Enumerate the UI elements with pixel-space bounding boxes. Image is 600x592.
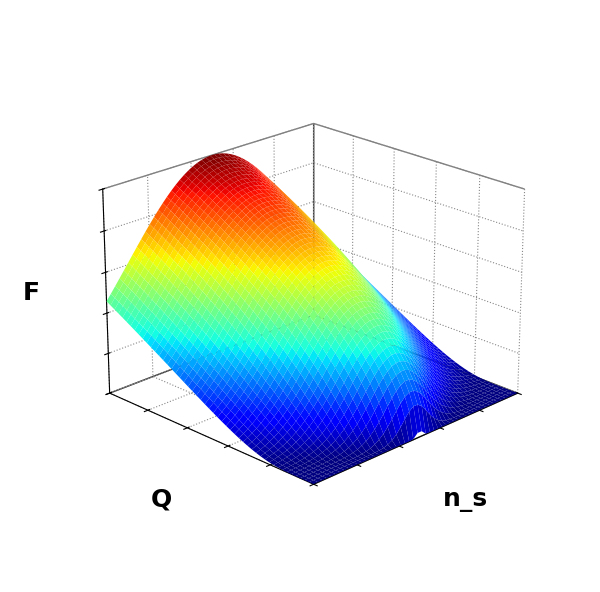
Y-axis label: Q: Q <box>151 488 172 511</box>
X-axis label: n_s: n_s <box>443 488 488 511</box>
